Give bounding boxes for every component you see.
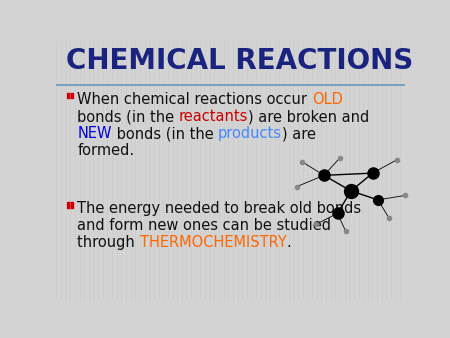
Text: CHEMICAL REACTIONS: CHEMICAL REACTIONS	[66, 47, 413, 75]
Text: bonds (in the: bonds (in the	[77, 109, 179, 124]
Text: through: through	[77, 235, 140, 250]
Text: bonds (in the: bonds (in the	[112, 126, 218, 141]
Text: .: .	[286, 235, 291, 250]
Text: THERMOCHEMISTRY: THERMOCHEMISTRY	[140, 235, 286, 250]
Text: NEW: NEW	[77, 126, 112, 141]
Text: and form new ones can be studied: and form new ones can be studied	[77, 218, 331, 234]
Text: formed.: formed.	[77, 143, 134, 158]
Text: ) are broken and: ) are broken and	[248, 109, 369, 124]
Text: The energy needed to break old bonds: The energy needed to break old bonds	[77, 201, 361, 217]
Bar	[67, 93, 72, 98]
Text: ) are: ) are	[282, 126, 316, 141]
Text: products: products	[218, 126, 282, 141]
Text: reactants: reactants	[179, 109, 248, 124]
Text: OLD: OLD	[312, 92, 343, 107]
Text: When chemical reactions occur: When chemical reactions occur	[77, 92, 312, 107]
Bar	[67, 202, 72, 208]
